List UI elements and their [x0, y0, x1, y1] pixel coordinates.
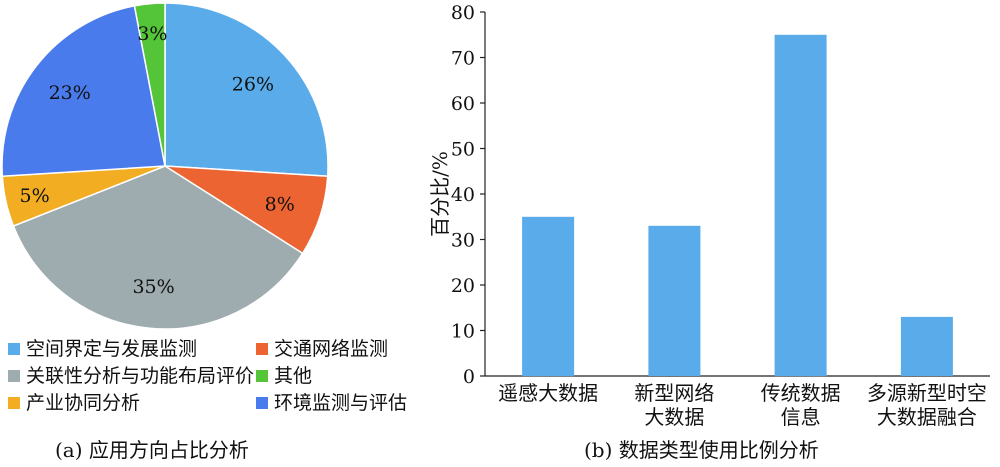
x-tick-label: 大数据融合 [877, 405, 977, 429]
x-tick-label: 多源新型时空 [867, 381, 987, 405]
y-tick-label: 80 [451, 2, 475, 24]
legend-swatch [256, 370, 268, 382]
legend-swatch [8, 397, 20, 409]
y-tick-label: 70 [451, 48, 475, 70]
pie-slice [164, 2, 329, 178]
x-tick-label: 新型网络 [634, 381, 714, 405]
bar [774, 34, 827, 377]
y-tick-label: 60 [451, 93, 475, 115]
bar [648, 225, 701, 376]
pie-slice-label: 5% [20, 185, 50, 207]
caption-a: (a) 应用方向占比分析 [55, 438, 249, 462]
legend-swatch [256, 343, 268, 355]
pie-slice-label: 35% [132, 276, 174, 298]
y-tick-label: 10 [451, 321, 475, 343]
caption-b: (b) 数据类型使用比例分析 [584, 438, 819, 462]
y-tick-label: 40 [451, 184, 475, 206]
pie-slice-label: 8% [265, 193, 295, 215]
pie-slice [12, 165, 304, 330]
x-tick-label: 大数据 [644, 405, 704, 429]
y-tick-label: 30 [451, 230, 475, 252]
pie-slice-label: 23% [49, 82, 91, 104]
x-tick-label: 遥感大数据 [498, 381, 598, 405]
legend-entry: 其他 [274, 365, 312, 387]
y-axis-label: 百分比/% [428, 151, 452, 237]
y-tick-label: 50 [451, 139, 475, 161]
x-tick-label: 传统数据 [761, 381, 841, 405]
legend-entry: 交通网络监测 [274, 338, 388, 360]
pie-chart: 26% 8% 35% 5% 23% 3% [1, 2, 329, 330]
legend-entry: 关联性分析与功能布局评价 [26, 365, 254, 387]
pie-slice [133, 2, 166, 167]
y-tick-label: 20 [451, 275, 475, 297]
legend-swatch [8, 343, 20, 355]
pie-slice-label: 26% [232, 73, 274, 95]
legend-entry: 空间界定与发展监测 [26, 338, 197, 360]
x-tick-label: 信息 [781, 405, 821, 429]
legend-swatch [256, 397, 268, 409]
bar [900, 316, 953, 376]
legend-entry: 产业协同分析 [26, 392, 140, 414]
bar [522, 216, 575, 377]
legend-swatch [8, 370, 20, 382]
pie-slice-label: 3% [137, 23, 167, 45]
legend-entry: 环境监测与评估 [274, 392, 407, 414]
pie-slice [1, 5, 166, 178]
y-tick-label: 0 [463, 366, 475, 388]
